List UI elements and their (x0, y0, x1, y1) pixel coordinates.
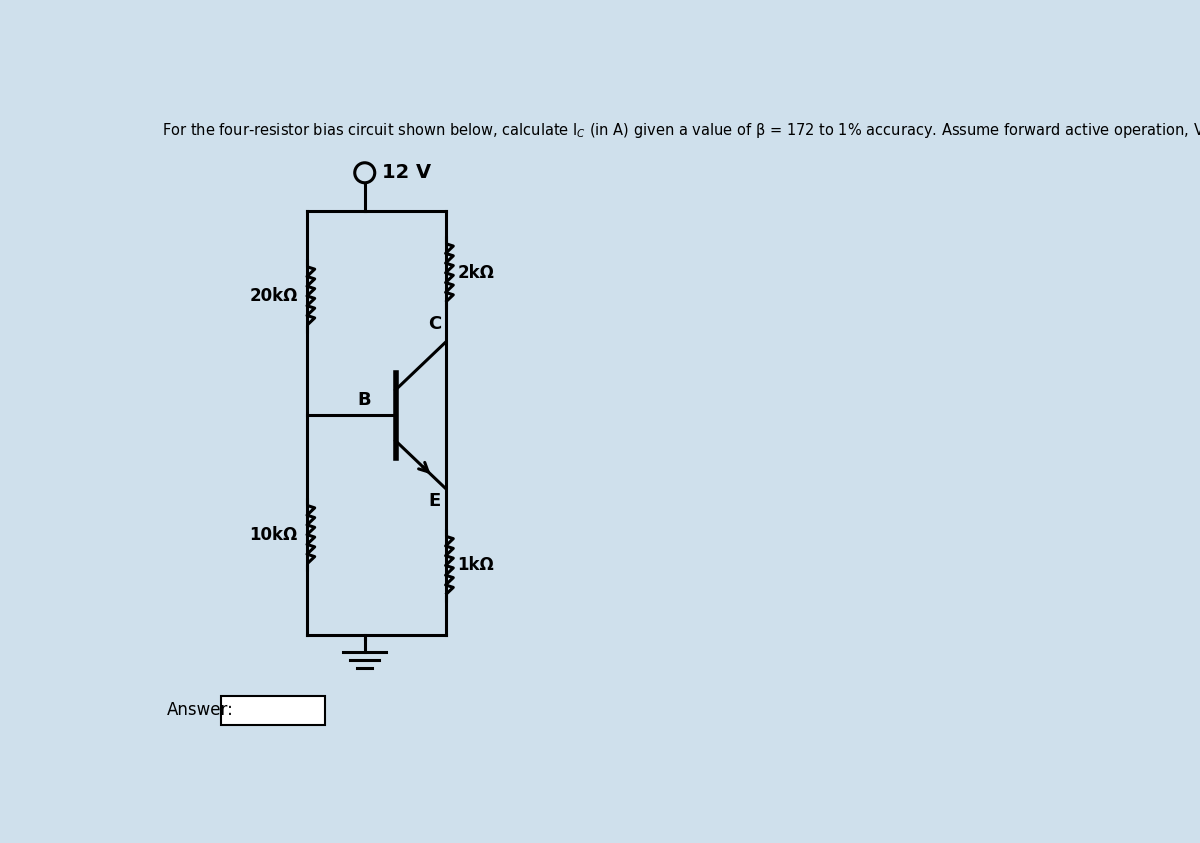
FancyBboxPatch shape (221, 695, 325, 725)
Text: B: B (358, 391, 371, 409)
Text: 20kΩ: 20kΩ (250, 287, 298, 305)
Text: 10kΩ: 10kΩ (250, 526, 298, 544)
Text: 12 V: 12 V (382, 164, 431, 182)
Text: C: C (427, 315, 440, 333)
Text: Answer:: Answer: (167, 701, 234, 719)
Text: 2kΩ: 2kΩ (457, 264, 494, 282)
Text: 1kΩ: 1kΩ (457, 556, 494, 574)
Text: E: E (428, 492, 440, 510)
Text: For the four-resistor bias circuit shown below, calculate I$_C$ (in A) given a v: For the four-resistor bias circuit shown… (162, 121, 1200, 140)
